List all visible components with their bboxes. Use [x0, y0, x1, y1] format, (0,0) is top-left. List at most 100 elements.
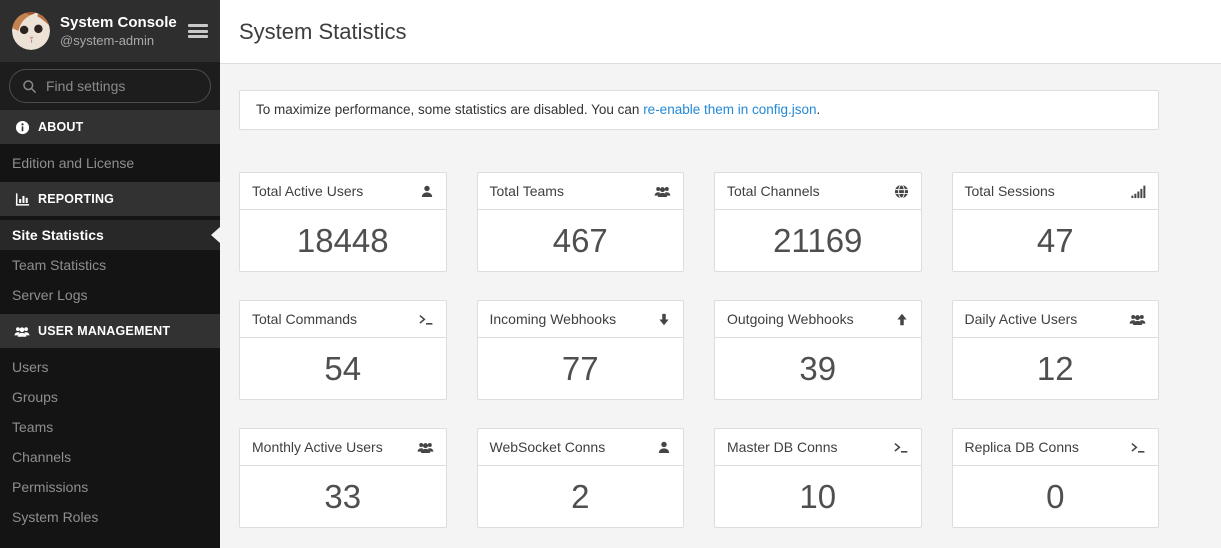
- sidebar-item-channels[interactable]: Channels: [0, 442, 220, 472]
- sidebar-identity: System Console @system-admin: [60, 13, 188, 49]
- section-header-reporting: REPORTING: [0, 182, 220, 216]
- section-label: REPORTING: [38, 192, 115, 206]
- sidebar-item-label: Users: [12, 359, 49, 375]
- card-header: Incoming Webhooks: [477, 301, 683, 338]
- users-icon: [417, 440, 434, 455]
- stat-card-monthly-active-users: Monthly Active Users 33: [239, 428, 447, 528]
- sidebar-item-label: Edition and License: [12, 155, 135, 171]
- stat-card-total-commands: Total Commands 54: [239, 300, 447, 400]
- card-value: 10: [799, 477, 837, 515]
- stats-grid: Total Active Users 18448 Total Teams 467 Tot…: [239, 172, 1159, 528]
- active-item-arrow-icon: [211, 227, 220, 243]
- card-label: Total Sessions: [964, 183, 1055, 199]
- info-circle-icon: [14, 120, 30, 135]
- card-header: Daily Active Users: [952, 301, 1158, 338]
- card-value: 21169: [773, 221, 863, 259]
- sidebar-item-site-statistics[interactable]: Site Statistics: [0, 220, 220, 250]
- card-header: Total Active Users: [240, 173, 446, 210]
- section-items: Edition and License: [0, 144, 220, 182]
- sidebar-item-edition-and-license[interactable]: Edition and License: [0, 148, 220, 178]
- globe-icon: [894, 184, 909, 199]
- card-header: Total Sessions: [952, 173, 1158, 210]
- card-header: WebSocket Conns: [477, 429, 683, 466]
- stat-card-master-db-conns: Master DB Conns 10: [714, 428, 922, 528]
- sidebar-item-label: Site Statistics: [12, 227, 104, 243]
- main-content: To maximize performance, some statistics…: [220, 64, 1221, 528]
- card-header: Replica DB Conns: [952, 429, 1158, 466]
- search-pill[interactable]: [9, 69, 211, 103]
- sidebar-header: System Console @system-admin: [0, 0, 220, 62]
- arrow-down-icon: [657, 312, 671, 327]
- section-label: ABOUT: [38, 120, 84, 134]
- search-icon: [23, 79, 37, 93]
- section-label: USER MANAGEMENT: [38, 324, 171, 338]
- search-input[interactable]: [46, 78, 198, 94]
- sidebar-item-server-logs[interactable]: Server Logs: [0, 280, 220, 310]
- signal-icon: [1131, 184, 1146, 199]
- arrow-up-icon: [895, 312, 909, 327]
- section-header-about: ABOUT: [0, 110, 220, 144]
- banner-text-end: .: [816, 102, 821, 117]
- sidebar: System Console @system-admin ABOUT Editio…: [0, 0, 220, 548]
- sidebar-item-label: System Roles: [12, 509, 99, 525]
- users-icon: [654, 184, 671, 199]
- card-label: Total Commands: [252, 311, 358, 327]
- sidebar-item-team-statistics[interactable]: Team Statistics: [0, 250, 220, 280]
- user-icon: [657, 440, 671, 455]
- sidebar-nav: ABOUT Edition and License REPORTING Site St…: [0, 110, 220, 548]
- config-json-link[interactable]: re-enable them in config.json: [643, 102, 817, 117]
- card-value: 0: [1046, 477, 1065, 515]
- terminal-icon: [893, 440, 909, 455]
- card-header: Monthly Active Users: [240, 429, 446, 466]
- card-header: Outgoing Webhooks: [715, 301, 921, 338]
- card-label: Monthly Active Users: [252, 439, 383, 455]
- card-label: Master DB Conns: [727, 439, 838, 455]
- card-header: Total Commands: [240, 301, 446, 338]
- stat-card-total-channels: Total Channels 21169: [714, 172, 922, 272]
- terminal-icon: [1130, 440, 1146, 455]
- card-value: 12: [1036, 349, 1074, 387]
- sidebar-item-label: Server Logs: [12, 287, 88, 303]
- main-header: System Statistics: [220, 0, 1221, 64]
- sidebar-item-permissions[interactable]: Permissions: [0, 472, 220, 502]
- sidebar-item-groups[interactable]: Groups: [0, 382, 220, 412]
- section-items: Site Statistics Team Statistics Server Log…: [0, 216, 220, 314]
- card-value: 39: [799, 349, 837, 387]
- card-value: 467: [552, 221, 608, 259]
- section-items: Users Groups Teams Channels Permissions Syste…: [0, 348, 220, 536]
- card-value: 33: [324, 477, 362, 515]
- sidebar-item-label: Channels: [12, 449, 72, 465]
- sidebar-item-label: Groups: [12, 389, 58, 405]
- console-username: @system-admin: [60, 33, 155, 48]
- hamburger-icon[interactable]: [188, 23, 208, 39]
- sidebar-item-label: Teams: [12, 419, 54, 435]
- card-value: 54: [324, 349, 362, 387]
- stat-card-outgoing-webhooks: Outgoing Webhooks 39: [714, 300, 922, 400]
- banner-text: To maximize performance, some statistics…: [256, 102, 644, 117]
- users-icon: [14, 324, 30, 339]
- card-label: Daily Active Users: [964, 311, 1078, 327]
- main-panel: System Statistics To maximize performanc…: [220, 0, 1221, 548]
- stat-card-total-teams: Total Teams 467: [476, 172, 684, 272]
- stat-card-total-active-users: Total Active Users 18448: [239, 172, 447, 272]
- sidebar-item-system-roles[interactable]: System Roles: [0, 502, 220, 532]
- card-label: WebSocket Conns: [489, 439, 606, 455]
- card-value: 77: [561, 349, 599, 387]
- card-value: 2: [571, 477, 590, 515]
- card-label: Total Active Users: [252, 183, 364, 199]
- card-label: Incoming Webhooks: [489, 311, 617, 327]
- section-header-user-management: USER MANAGEMENT: [0, 314, 220, 348]
- users-icon: [1129, 312, 1146, 327]
- stat-card-incoming-webhooks: Incoming Webhooks 77: [476, 300, 684, 400]
- sidebar-item-teams[interactable]: Teams: [0, 412, 220, 442]
- terminal-icon: [418, 312, 434, 327]
- cat-avatar: [12, 12, 50, 50]
- stat-card-total-sessions: Total Sessions 47: [951, 172, 1159, 272]
- sidebar-item-label: Permissions: [12, 479, 89, 495]
- sidebar-item-users[interactable]: Users: [0, 352, 220, 382]
- performance-banner: To maximize performance, some statistics…: [239, 90, 1159, 130]
- card-value: 47: [1036, 221, 1074, 259]
- bar-chart-icon: [14, 192, 30, 207]
- console-title: System Console: [60, 14, 177, 31]
- card-header: Total Teams: [477, 173, 683, 210]
